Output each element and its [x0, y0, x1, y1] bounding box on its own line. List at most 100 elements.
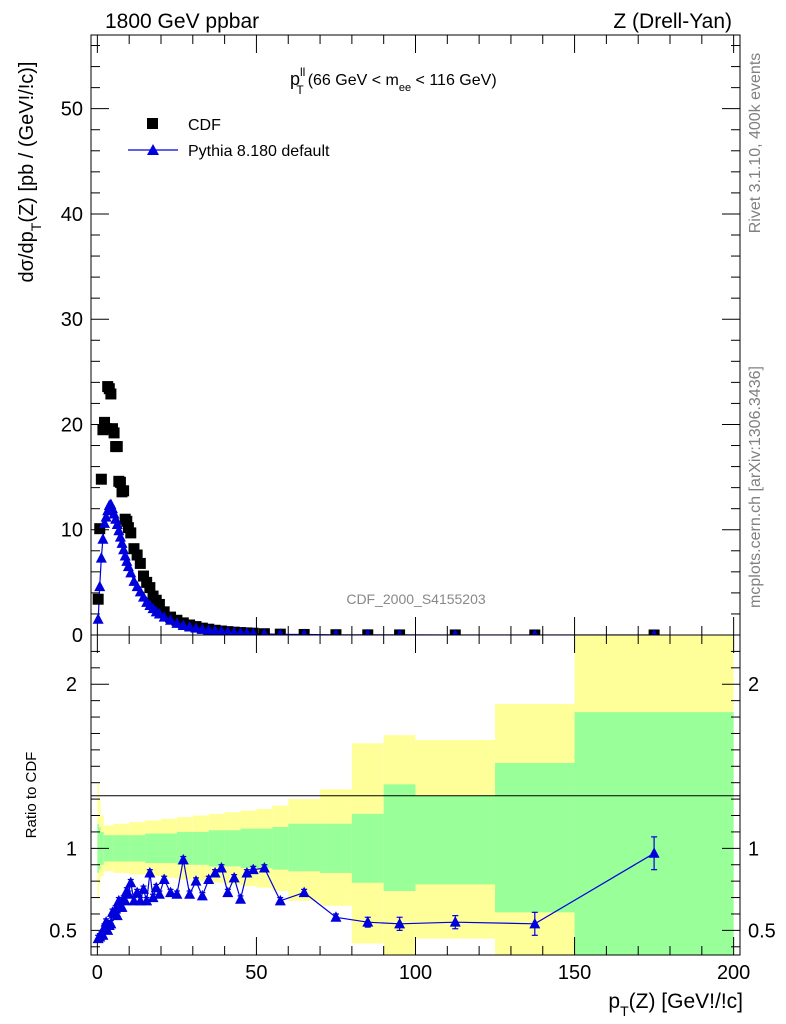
ratio-point — [137, 883, 149, 894]
band-inner — [415, 795, 496, 885]
mc-point — [396, 628, 403, 635]
mc-point — [158, 611, 170, 622]
ratio-point — [125, 876, 137, 888]
mc-point — [125, 566, 137, 578]
cdf-point — [134, 557, 146, 569]
cdf-point — [111, 441, 123, 453]
xlabel-subscript: T — [620, 1003, 629, 1019]
cdf-point — [100, 423, 112, 435]
cdf-point — [108, 427, 120, 439]
ratio-point — [141, 894, 153, 906]
legend-mc-marker — [147, 144, 159, 155]
ratio-point — [449, 916, 461, 927]
mc-point — [95, 552, 107, 563]
band-inner — [272, 827, 289, 870]
ratio-point — [116, 901, 128, 912]
mcplots-label: mcplots.cern.ch [arXiv:1306.3436] — [747, 366, 764, 608]
ratio-y-tick-label: 1 — [66, 838, 77, 860]
ratio-point — [235, 893, 247, 904]
band-inner — [288, 823, 321, 872]
band-inner — [224, 830, 241, 867]
rivet-version-label: Rivet 3.1.10, 400k events — [747, 53, 764, 234]
ylabel-subscript: T — [28, 222, 44, 231]
mc-point — [364, 628, 371, 635]
main-axis-ticks: 0 10 20 30 40 50 — [61, 35, 740, 647]
mc-point — [216, 625, 227, 635]
x-tick-label: 150 — [558, 962, 591, 984]
ratio-point — [648, 847, 660, 858]
ratio-point — [330, 911, 342, 922]
ratio-y-tick-label-right: 2 — [748, 674, 759, 696]
ratio-y-tick-label-right: 0.5 — [748, 920, 776, 942]
mc-point — [229, 626, 239, 635]
y-tick-label: 0 — [72, 625, 83, 647]
legend-cdf-marker — [147, 118, 158, 129]
cdf-point — [95, 473, 107, 485]
legend-cdf-label: CDF — [188, 117, 221, 134]
ratio-point — [177, 853, 189, 865]
ratio-point — [241, 866, 253, 878]
cdf-point — [131, 549, 143, 561]
band-inner — [256, 828, 273, 869]
ratio-data-marks — [92, 836, 660, 944]
cdf-point — [105, 388, 117, 400]
ratio-point — [222, 886, 234, 898]
cdf-point — [137, 570, 149, 582]
title-superscript: ll — [300, 65, 305, 79]
ratio-panel: 0.5 0.5 1 1 2 2 0 50 100 150 200 Ratio to CDF pT(Z… — [23, 634, 776, 1019]
x-tick-label: 100 — [399, 962, 432, 984]
cdf-point — [128, 543, 140, 555]
band-inner — [240, 828, 257, 869]
ratio-y-tick-label: 2 — [66, 674, 77, 696]
title-range-start: (66 GeV < m — [308, 72, 399, 89]
main-y-axis-label: dσ/dpT(Z) [pb / (GeV!/!c)] — [16, 62, 44, 283]
x-tick-label: 0 — [92, 962, 103, 984]
y-tick-label: 20 — [61, 414, 83, 436]
mc-point — [223, 626, 233, 635]
legend-mc-label: Pythia 8.180 default — [188, 143, 330, 160]
title-range-end: < 116 GeV) — [411, 72, 497, 89]
ratio-point — [274, 894, 286, 906]
ratio-point — [171, 888, 183, 899]
xlabel-part-b: (Z) [GeV!/!c] — [629, 990, 743, 1013]
header-energy: 1800 GeV ppbar — [105, 10, 259, 33]
band-inner — [208, 830, 225, 867]
ratio-point — [203, 873, 215, 885]
ratio-point — [196, 889, 208, 901]
ratio-point — [190, 875, 202, 886]
ratio-axis-ticks: 0.5 0.5 1 1 2 2 0 50 100 150 200 — [49, 635, 776, 984]
ratio-point — [122, 888, 134, 899]
cdf-point — [144, 582, 156, 594]
ratio-point — [258, 862, 270, 873]
cdf-point — [118, 485, 130, 497]
mc-point — [184, 621, 196, 632]
mc-point — [650, 628, 658, 635]
ratio-frame — [90, 634, 741, 956]
ylabel-part-b: (Z) [pb / (GeV!/!c)] — [16, 62, 38, 223]
mc-point — [190, 622, 202, 633]
x-tick-label: 200 — [717, 962, 750, 984]
band-inner — [113, 835, 130, 862]
ratio-point — [131, 886, 143, 898]
mc-point — [116, 537, 128, 548]
band-inner — [129, 835, 146, 862]
ylabel-part-a: dσ/dp — [16, 231, 38, 282]
analysis-watermark: CDF_2000_S4155203 — [346, 591, 486, 607]
ratio-point — [394, 917, 406, 929]
y-tick-label: 50 — [61, 99, 83, 121]
cdf-point — [153, 598, 165, 610]
mc-point — [332, 628, 340, 635]
legend: CDF Pythia 8.180 default — [128, 117, 330, 160]
ratio-point — [184, 888, 196, 899]
y-tick-label: 30 — [61, 309, 83, 331]
ratio-point — [158, 873, 170, 885]
band-inner — [160, 833, 177, 864]
ratio-point — [298, 886, 310, 898]
x-tick-label: 50 — [245, 962, 267, 984]
mc-point — [165, 614, 177, 625]
ratio-point — [529, 917, 541, 929]
mc-point — [171, 617, 183, 628]
y-tick-label: 10 — [61, 520, 83, 542]
ratio-point — [105, 917, 117, 929]
ratio-y-tick-label: 0.5 — [49, 920, 77, 942]
